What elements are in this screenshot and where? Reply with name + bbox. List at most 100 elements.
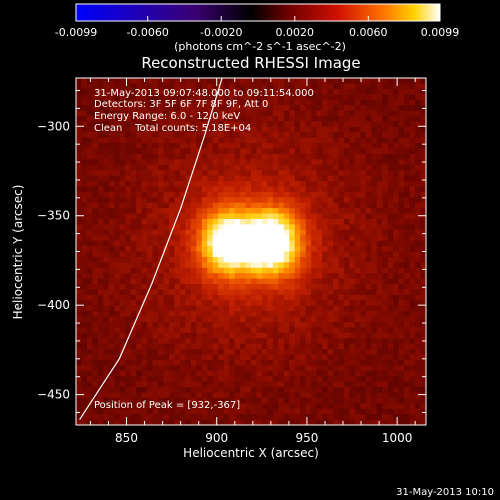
heatmap-cell bbox=[283, 408, 290, 415]
heatmap-cell bbox=[147, 381, 154, 388]
heatmap-cell bbox=[333, 83, 340, 90]
heatmap-cell bbox=[398, 78, 405, 85]
heatmap-cell bbox=[322, 110, 329, 117]
heatmap-cell bbox=[256, 143, 263, 150]
heatmap-cell bbox=[190, 240, 197, 247]
heatmap-cell bbox=[97, 354, 104, 361]
heatmap-cell bbox=[354, 256, 361, 263]
heatmap-cell bbox=[354, 83, 361, 90]
heatmap-cell bbox=[256, 94, 263, 101]
heatmap-cell bbox=[179, 300, 186, 307]
heatmap-cell bbox=[223, 262, 230, 269]
heatmap-cell bbox=[305, 224, 312, 231]
heatmap-cell bbox=[382, 397, 389, 404]
heatmap-cell bbox=[201, 408, 208, 415]
heatmap-cell bbox=[404, 110, 411, 117]
heatmap-cell bbox=[158, 170, 165, 177]
timestamp: 31-May-2013 10:10 bbox=[396, 487, 494, 498]
heatmap-cell bbox=[234, 381, 241, 388]
heatmap-cell bbox=[76, 256, 83, 263]
heatmap-cell bbox=[251, 294, 258, 301]
heatmap-cell bbox=[376, 311, 383, 318]
heatmap-cell bbox=[251, 419, 258, 425]
heatmap-cell bbox=[349, 229, 356, 236]
heatmap-cell bbox=[212, 105, 219, 112]
heatmap-cell bbox=[103, 110, 110, 117]
heatmap-cell bbox=[223, 387, 230, 394]
heatmap-cell bbox=[125, 202, 132, 209]
heatmap-cell bbox=[86, 191, 94, 198]
heatmap-cell bbox=[354, 148, 361, 155]
heatmap-cell bbox=[272, 332, 279, 339]
heatmap-cell bbox=[190, 213, 197, 220]
heatmap-cell bbox=[409, 153, 416, 160]
heatmap-cell bbox=[267, 126, 274, 133]
heatmap-cell bbox=[316, 235, 323, 242]
heatmap-cell bbox=[141, 229, 148, 236]
heatmap-cell bbox=[338, 316, 345, 323]
heatmap-cell bbox=[97, 148, 104, 155]
heatmap-cell bbox=[119, 392, 126, 399]
heatmap-cell bbox=[300, 289, 307, 296]
heatmap-cell bbox=[147, 316, 154, 323]
heatmap-cell bbox=[387, 387, 394, 394]
heatmap-cell bbox=[97, 78, 104, 85]
heatmap-cell bbox=[305, 289, 312, 296]
heatmap-cell bbox=[376, 181, 383, 188]
heatmap-cell bbox=[92, 191, 99, 198]
heatmap-cell bbox=[86, 170, 94, 177]
annotation-energy-range: Energy Range: 6.0 - 12.0 keV bbox=[94, 111, 240, 122]
heatmap-cell bbox=[420, 197, 426, 204]
heatmap-cell bbox=[147, 175, 154, 182]
heatmap-cell bbox=[168, 126, 176, 133]
heatmap-cell bbox=[240, 403, 247, 410]
heatmap-cell bbox=[97, 403, 104, 410]
heatmap-cell bbox=[256, 370, 263, 377]
heatmap-cell bbox=[114, 370, 121, 377]
heatmap-cell bbox=[174, 208, 181, 215]
heatmap-cell bbox=[360, 121, 367, 128]
heatmap-cell bbox=[409, 256, 416, 263]
heatmap-cell bbox=[168, 197, 176, 204]
heatmap-cell bbox=[147, 240, 154, 247]
heatmap-cell bbox=[365, 202, 372, 209]
heatmap-cell bbox=[278, 181, 285, 188]
heatmap-cell bbox=[354, 354, 361, 361]
heatmap-cell bbox=[158, 115, 165, 122]
heatmap-cell bbox=[261, 403, 269, 410]
heatmap-cell bbox=[168, 338, 176, 345]
heatmap-cell bbox=[201, 181, 208, 188]
heatmap-cell bbox=[76, 153, 83, 160]
heatmap-cell bbox=[196, 164, 203, 171]
heatmap-cell bbox=[119, 251, 126, 258]
heatmap-cell bbox=[223, 332, 230, 339]
heatmap-cell bbox=[81, 83, 88, 90]
heatmap-cell bbox=[174, 289, 181, 296]
heatmap-cell bbox=[305, 376, 312, 383]
heatmap-cell bbox=[168, 414, 176, 421]
heatmap-cell bbox=[114, 175, 121, 182]
heatmap-cell bbox=[147, 224, 154, 231]
heatmap-cell bbox=[103, 354, 110, 361]
heatmap-cell bbox=[360, 202, 367, 209]
heatmap-cell bbox=[147, 83, 154, 90]
heatmap-cell bbox=[338, 224, 345, 231]
heatmap-cell bbox=[338, 202, 345, 209]
heatmap-cell bbox=[196, 175, 203, 182]
heatmap-cell bbox=[382, 267, 389, 274]
heatmap-cell bbox=[376, 262, 383, 269]
heatmap-cell bbox=[196, 354, 203, 361]
heatmap-cell bbox=[371, 256, 378, 263]
heatmap-cell bbox=[86, 137, 94, 144]
heatmap-cell bbox=[256, 251, 263, 258]
heatmap-cell bbox=[158, 186, 165, 193]
heatmap-cell bbox=[108, 143, 115, 150]
heatmap-cell bbox=[207, 164, 214, 171]
heatmap-cell bbox=[409, 132, 416, 139]
heatmap-cell bbox=[114, 94, 121, 101]
heatmap-cell bbox=[272, 115, 279, 122]
heatmap-cell bbox=[201, 397, 208, 404]
heatmap-cell bbox=[360, 94, 367, 101]
heatmap-cell bbox=[415, 284, 422, 291]
heatmap-cell bbox=[147, 256, 154, 263]
